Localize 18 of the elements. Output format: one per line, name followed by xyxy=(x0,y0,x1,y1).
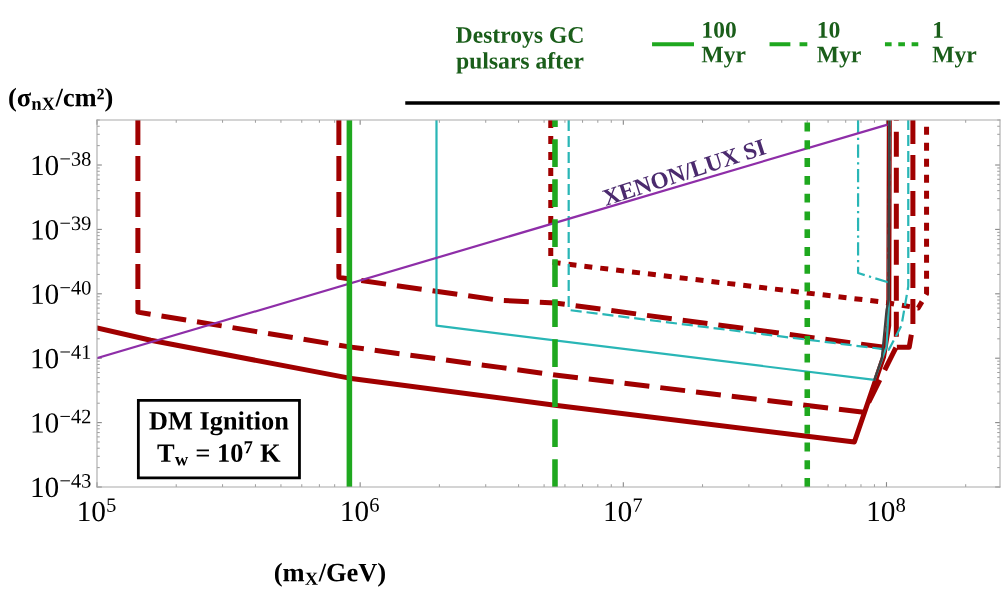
legend-title: Destroys GC pulsars after xyxy=(456,27,584,74)
legend-label: 1 Myr xyxy=(932,22,977,68)
x-tick-label: 10$^{5}$ xyxy=(79,498,116,522)
x-tick-label: 10$^{7}$ xyxy=(605,498,643,522)
annotation: DM Ignition T$_{w}$ = 10$^{7}$ K xyxy=(149,411,289,466)
x-tick-label: 10$^{6}$ xyxy=(342,498,379,522)
legend-label: 10 Myr xyxy=(817,21,861,68)
line-series xyxy=(873,120,891,382)
y-tick-label: 10$^{−43}$ xyxy=(32,474,91,498)
x-axis-title: (m$_{X}$/GeV) xyxy=(274,562,385,587)
y-axis-title: (σ$_{nX}$/cm²) xyxy=(9,87,113,112)
legend-label: 100 Myr xyxy=(701,21,746,68)
x-tick-label: 10$^{8}$ xyxy=(868,498,906,522)
y-tick-label: 10$^{−40}$ xyxy=(32,280,91,305)
y-tick-label: 10$^{−42}$ xyxy=(32,409,91,433)
y-tick-label: 10$^{−39}$ xyxy=(32,216,91,240)
y-tick-label: 10$^{−38}$ xyxy=(32,152,91,176)
y-tick-label: 10$^{−41}$ xyxy=(32,345,91,369)
